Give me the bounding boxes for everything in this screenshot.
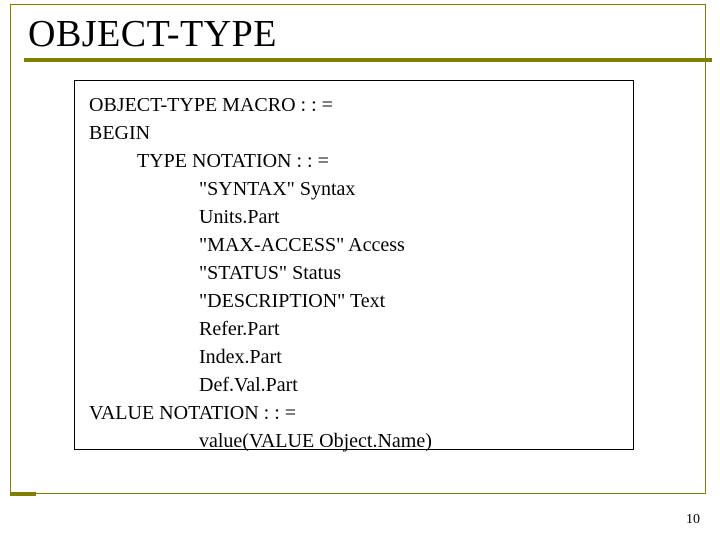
code-line: BEGIN [89,119,619,147]
code-line: Refer.Part [89,315,619,343]
title-wrap: OBJECT-TYPE [22,12,283,56]
title-underline [24,58,712,62]
corner-accent [10,492,36,496]
page-number: 10 [686,512,700,528]
code-line: TYPE NOTATION : : = [89,147,619,175]
code-line: Def.Val.Part [89,371,619,399]
code-line: OBJECT-TYPE MACRO : : = [89,91,619,119]
code-line: value(VALUE Object.Name) [89,427,619,455]
code-line: "DESCRIPTION" Text [89,287,619,315]
slide-title: OBJECT-TYPE [28,13,277,55]
code-line: "SYNTAX" Syntax [89,175,619,203]
code-line: VALUE NOTATION : : = [89,399,619,427]
code-line: Index.Part [89,343,619,371]
code-line: "MAX-ACCESS" Access [89,231,619,259]
code-line: "STATUS" Status [89,259,619,287]
macro-definition-box: OBJECT-TYPE MACRO : : = BEGIN TYPE NOTAT… [74,80,634,450]
code-line: Units.Part [89,203,619,231]
